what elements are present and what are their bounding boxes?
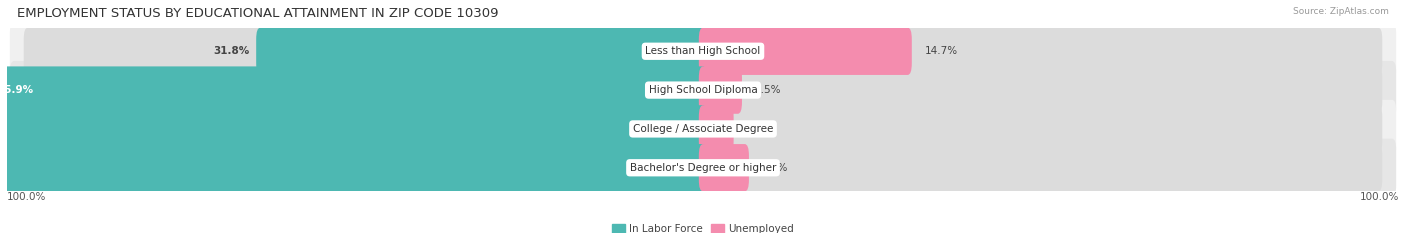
Text: 2.5%: 2.5% bbox=[755, 85, 780, 95]
FancyBboxPatch shape bbox=[24, 27, 707, 75]
FancyBboxPatch shape bbox=[0, 105, 707, 153]
Text: Bachelor's Degree or higher: Bachelor's Degree or higher bbox=[630, 163, 776, 173]
FancyBboxPatch shape bbox=[10, 61, 1396, 119]
Text: 65.9%: 65.9% bbox=[0, 85, 34, 95]
FancyBboxPatch shape bbox=[256, 27, 707, 75]
FancyBboxPatch shape bbox=[0, 144, 707, 192]
FancyBboxPatch shape bbox=[24, 66, 707, 114]
Text: 14.7%: 14.7% bbox=[924, 46, 957, 56]
FancyBboxPatch shape bbox=[24, 144, 707, 192]
FancyBboxPatch shape bbox=[699, 27, 912, 75]
FancyBboxPatch shape bbox=[699, 144, 1382, 192]
Legend: In Labor Force, Unemployed: In Labor Force, Unemployed bbox=[609, 220, 797, 233]
Text: 1.9%: 1.9% bbox=[747, 124, 773, 134]
FancyBboxPatch shape bbox=[699, 66, 1382, 114]
FancyBboxPatch shape bbox=[10, 100, 1396, 158]
Text: College / Associate Degree: College / Associate Degree bbox=[633, 124, 773, 134]
FancyBboxPatch shape bbox=[699, 144, 749, 192]
FancyBboxPatch shape bbox=[10, 139, 1396, 197]
FancyBboxPatch shape bbox=[24, 105, 707, 153]
Text: 100.0%: 100.0% bbox=[7, 192, 46, 202]
Text: 100.0%: 100.0% bbox=[1360, 192, 1399, 202]
FancyBboxPatch shape bbox=[699, 66, 742, 114]
Text: Source: ZipAtlas.com: Source: ZipAtlas.com bbox=[1294, 7, 1389, 16]
Text: EMPLOYMENT STATUS BY EDUCATIONAL ATTAINMENT IN ZIP CODE 10309: EMPLOYMENT STATUS BY EDUCATIONAL ATTAINM… bbox=[17, 7, 498, 20]
FancyBboxPatch shape bbox=[699, 105, 1382, 153]
Text: 31.8%: 31.8% bbox=[212, 46, 249, 56]
FancyBboxPatch shape bbox=[0, 66, 707, 114]
FancyBboxPatch shape bbox=[10, 22, 1396, 80]
FancyBboxPatch shape bbox=[699, 27, 1382, 75]
Text: High School Diploma: High School Diploma bbox=[648, 85, 758, 95]
Text: 3.0%: 3.0% bbox=[762, 163, 787, 173]
FancyBboxPatch shape bbox=[699, 105, 734, 153]
Text: Less than High School: Less than High School bbox=[645, 46, 761, 56]
